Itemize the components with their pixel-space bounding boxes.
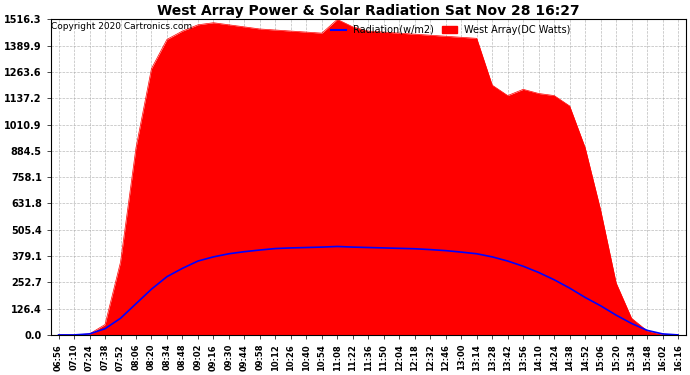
Text: Copyright 2020 Cartronics.com: Copyright 2020 Cartronics.com: [52, 22, 193, 32]
Legend: Radiation(w/m2), West Array(DC Watts): Radiation(w/m2), West Array(DC Watts): [327, 21, 575, 39]
Title: West Array Power & Solar Radiation Sat Nov 28 16:27: West Array Power & Solar Radiation Sat N…: [157, 4, 580, 18]
